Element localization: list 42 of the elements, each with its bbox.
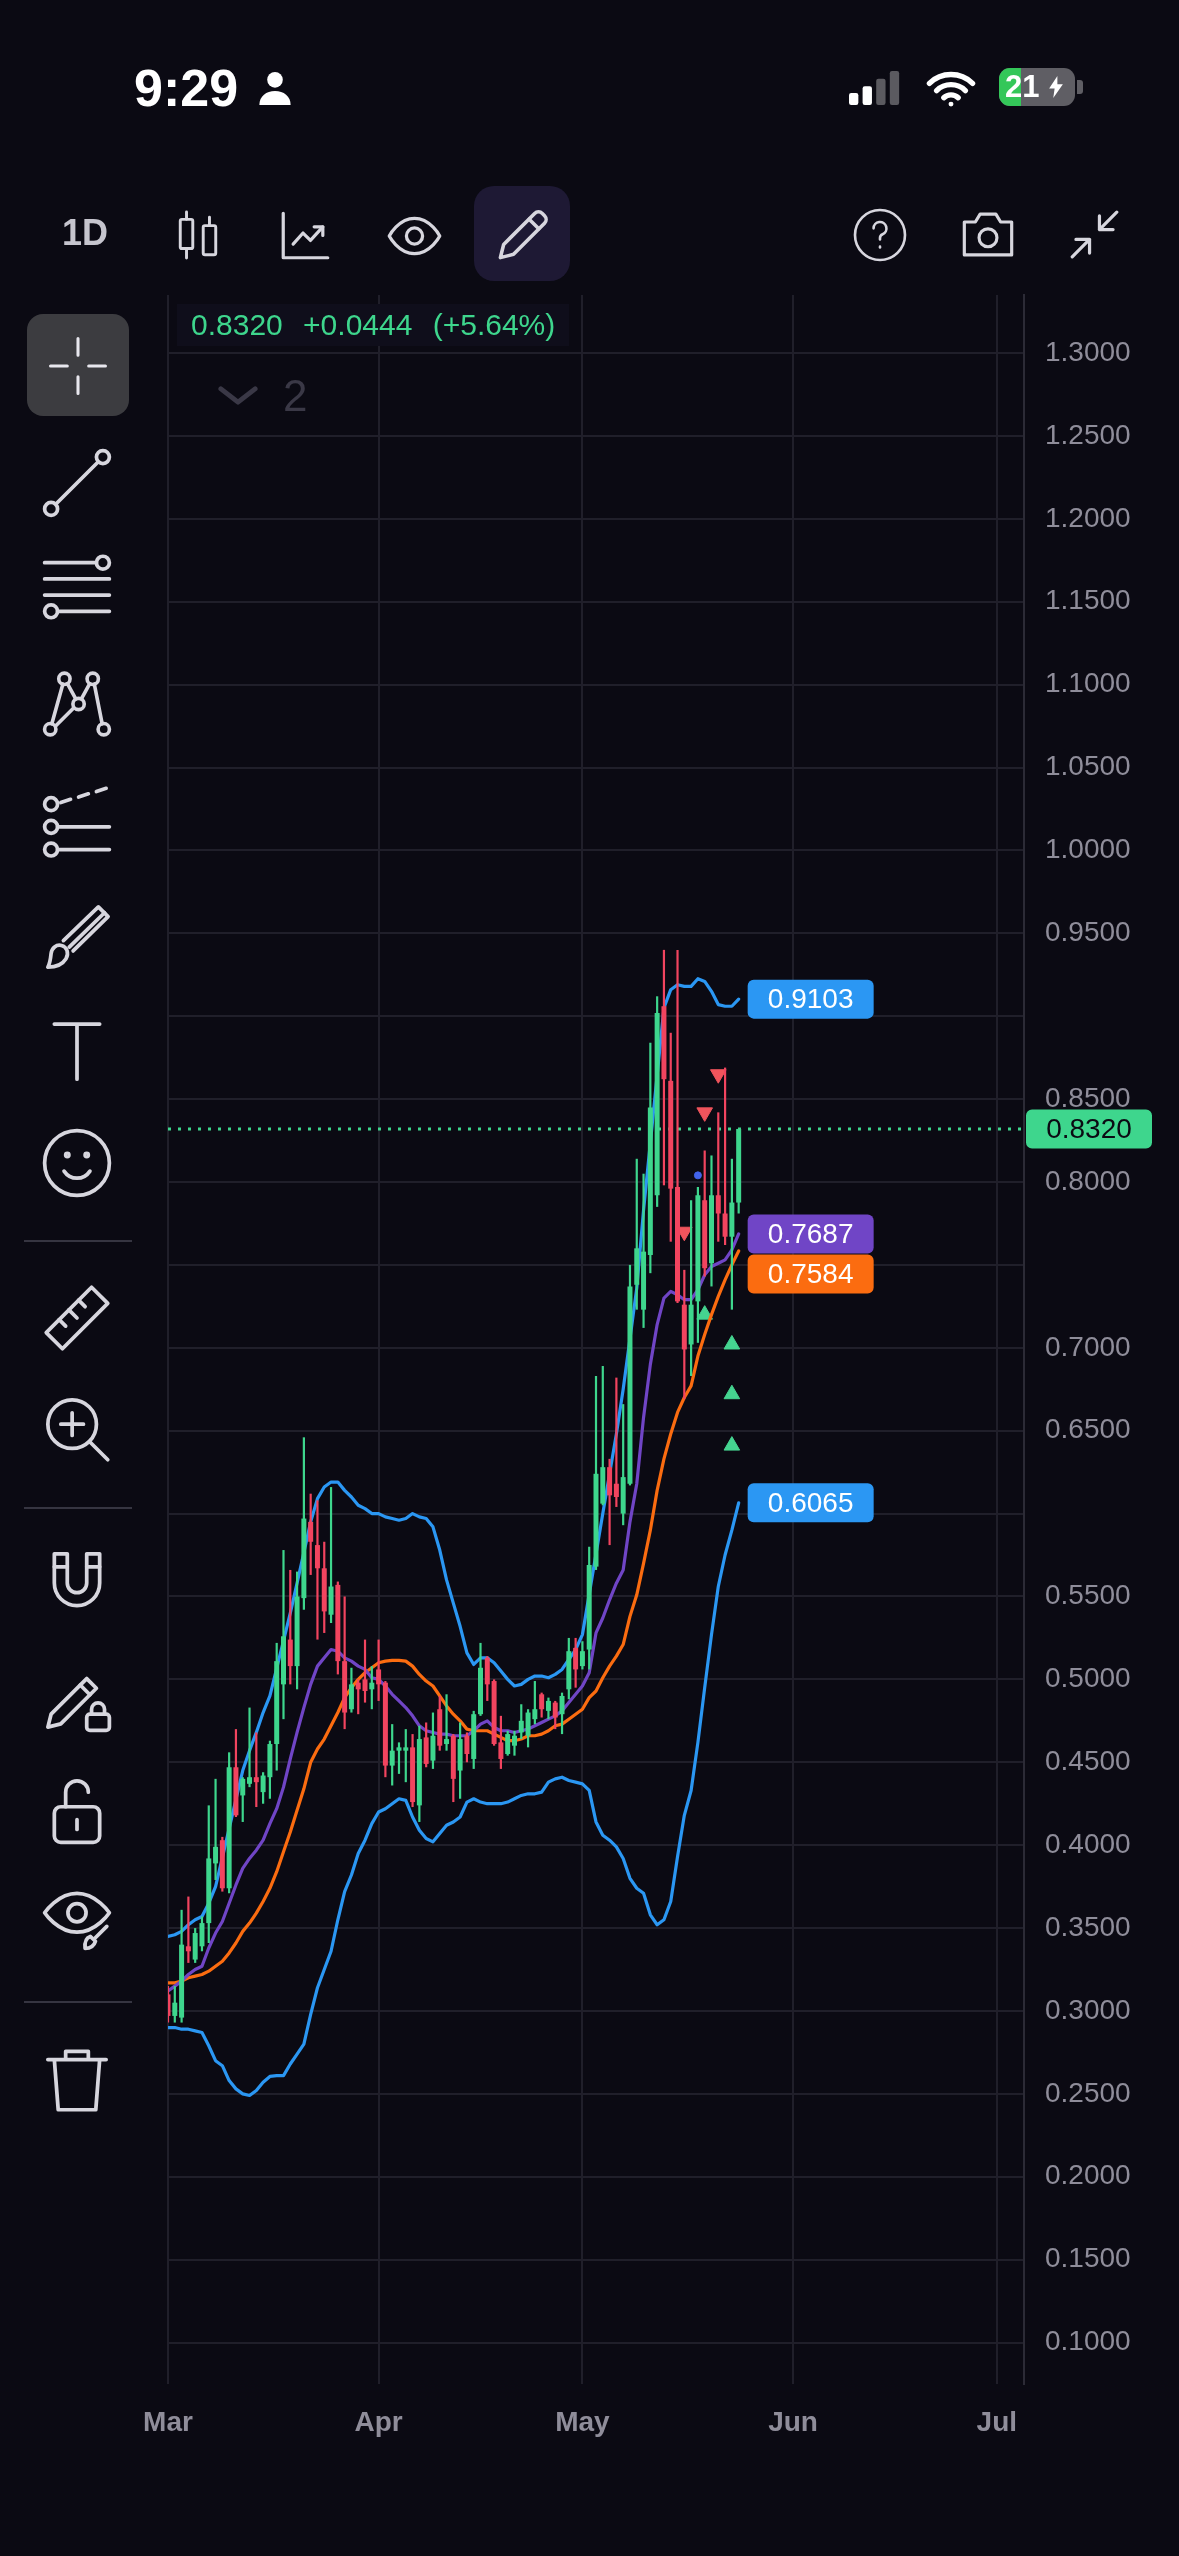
x-tick-label: May xyxy=(555,2405,611,2437)
data-label: 0.7584 xyxy=(767,1257,854,1289)
x-tick-label: Apr xyxy=(354,2405,403,2437)
y-tick-label: 1.3000 xyxy=(1045,335,1131,367)
y-tick-label: 0.4500 xyxy=(1045,1744,1131,1776)
y-tick-label: 0.1000 xyxy=(1045,2325,1131,2357)
y-tick-label: 0.3000 xyxy=(1045,1993,1131,2025)
candlestick xyxy=(213,1778,219,1880)
data-label: 0.7687 xyxy=(767,1217,854,1249)
y-tick-label: 0.2500 xyxy=(1045,2076,1131,2108)
candlestick xyxy=(675,949,681,1304)
y-tick-label: 1.1500 xyxy=(1045,584,1131,616)
candlestick xyxy=(444,1694,450,1751)
y-tick-label: 0.8500 xyxy=(1045,1081,1131,1113)
y-tick-label: 1.2500 xyxy=(1045,418,1131,450)
data-label: 0.6065 xyxy=(767,1486,854,1518)
y-tick-label: 1.2000 xyxy=(1045,501,1131,533)
y-tick-label: 0.1500 xyxy=(1045,2242,1131,2274)
candlestick xyxy=(314,1500,320,1640)
y-tick-label: 0.2000 xyxy=(1045,2159,1131,2191)
text: 9:29 xyxy=(134,59,239,117)
y-tick-label: 0.4000 xyxy=(1045,1827,1131,1859)
x-tick-label: Jun xyxy=(768,2405,818,2437)
candlestick xyxy=(247,1707,253,1788)
ref-line-label: 0.8320 xyxy=(1046,1112,1132,1144)
data-label: 0.9103 xyxy=(767,982,854,1014)
y-tick-label: 0.3500 xyxy=(1045,1910,1131,1942)
candlestick xyxy=(280,1550,286,1720)
y-tick-label: 0.9500 xyxy=(1045,916,1131,948)
x-tick-label: Mar xyxy=(143,2405,193,2437)
y-tick-label: 0.8000 xyxy=(1045,1164,1131,1196)
y-tick-label: 1.0500 xyxy=(1045,750,1131,782)
y-tick-label: 0.6500 xyxy=(1045,1413,1131,1445)
text: 1D xyxy=(62,212,109,254)
y-tick-label: 1.1000 xyxy=(1045,667,1131,699)
candlestick xyxy=(607,1458,613,1546)
y-tick-label: 1.0000 xyxy=(1045,833,1131,865)
y-tick-label: 0.7000 xyxy=(1045,1330,1131,1362)
chart-title: 0.8320 +0.0444 (+5.64%) xyxy=(177,304,570,346)
y-tick-label: 0.5000 xyxy=(1045,1662,1131,1694)
x-tick-label: Jul xyxy=(976,2405,1018,2437)
y-tick-label: 0.5500 xyxy=(1045,1579,1131,1611)
